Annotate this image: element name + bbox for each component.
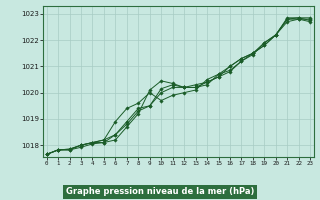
Text: Graphe pression niveau de la mer (hPa): Graphe pression niveau de la mer (hPa)	[66, 188, 254, 196]
